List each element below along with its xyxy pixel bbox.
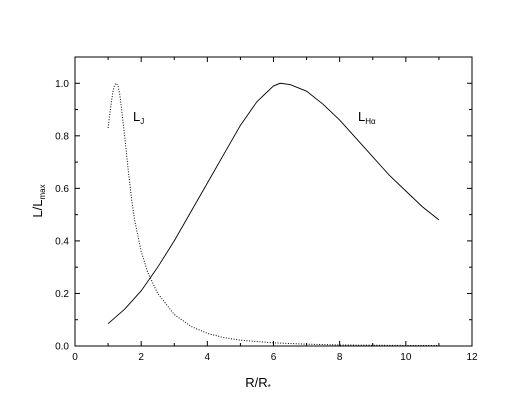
y-tick-label: 1.0	[55, 79, 69, 90]
series-label-lj: LJ	[133, 109, 144, 126]
x-axis-title: R/R*	[245, 375, 271, 392]
x-axis-title-sub: *	[268, 383, 271, 392]
y-axis-title-main: L/L	[30, 200, 45, 218]
x-tick-label: 4	[205, 352, 211, 363]
series-label-lha-sub: Hα	[365, 117, 376, 126]
series-label-lj-main: L	[133, 109, 140, 124]
y-tick-label: 0.0	[55, 342, 69, 353]
y-tick-label: 0.8	[55, 131, 69, 142]
series-labels: LJ LHα	[133, 109, 376, 126]
series-line-lj	[107, 82, 439, 346]
plot-area: 0 2 4 6 8 10 12 0.0 0.2 0.4 0.6 0.8 1.0	[55, 56, 478, 363]
x-tick-label: 10	[400, 352, 412, 363]
series-layer	[107, 82, 440, 346]
series-label-lha: LHα	[358, 109, 376, 126]
series-line-lha	[107, 82, 440, 325]
y-tick-label: 0.2	[55, 289, 69, 300]
y-tick-label: 0.6	[55, 184, 69, 195]
series-label-lj-sub: J	[140, 117, 144, 126]
axis-ticks: 0 2 4 6 8 10 12 0.0 0.2 0.4 0.6 0.8 1.0	[55, 56, 478, 363]
x-tick-label: 8	[337, 352, 343, 363]
plot-frame	[74, 56, 473, 347]
y-axis-title-sub: max	[38, 184, 47, 199]
x-tick-label: 12	[466, 352, 478, 363]
x-axis-title-main: R/R	[245, 375, 267, 390]
x-tick-label: 6	[271, 352, 277, 363]
x-tick-label: 0	[72, 352, 78, 363]
y-tick-label: 0.4	[55, 236, 69, 247]
y-axis-title: L/Lmax	[30, 184, 47, 217]
series-label-lha-main: L	[358, 109, 365, 124]
x-tick-label: 2	[138, 352, 144, 363]
